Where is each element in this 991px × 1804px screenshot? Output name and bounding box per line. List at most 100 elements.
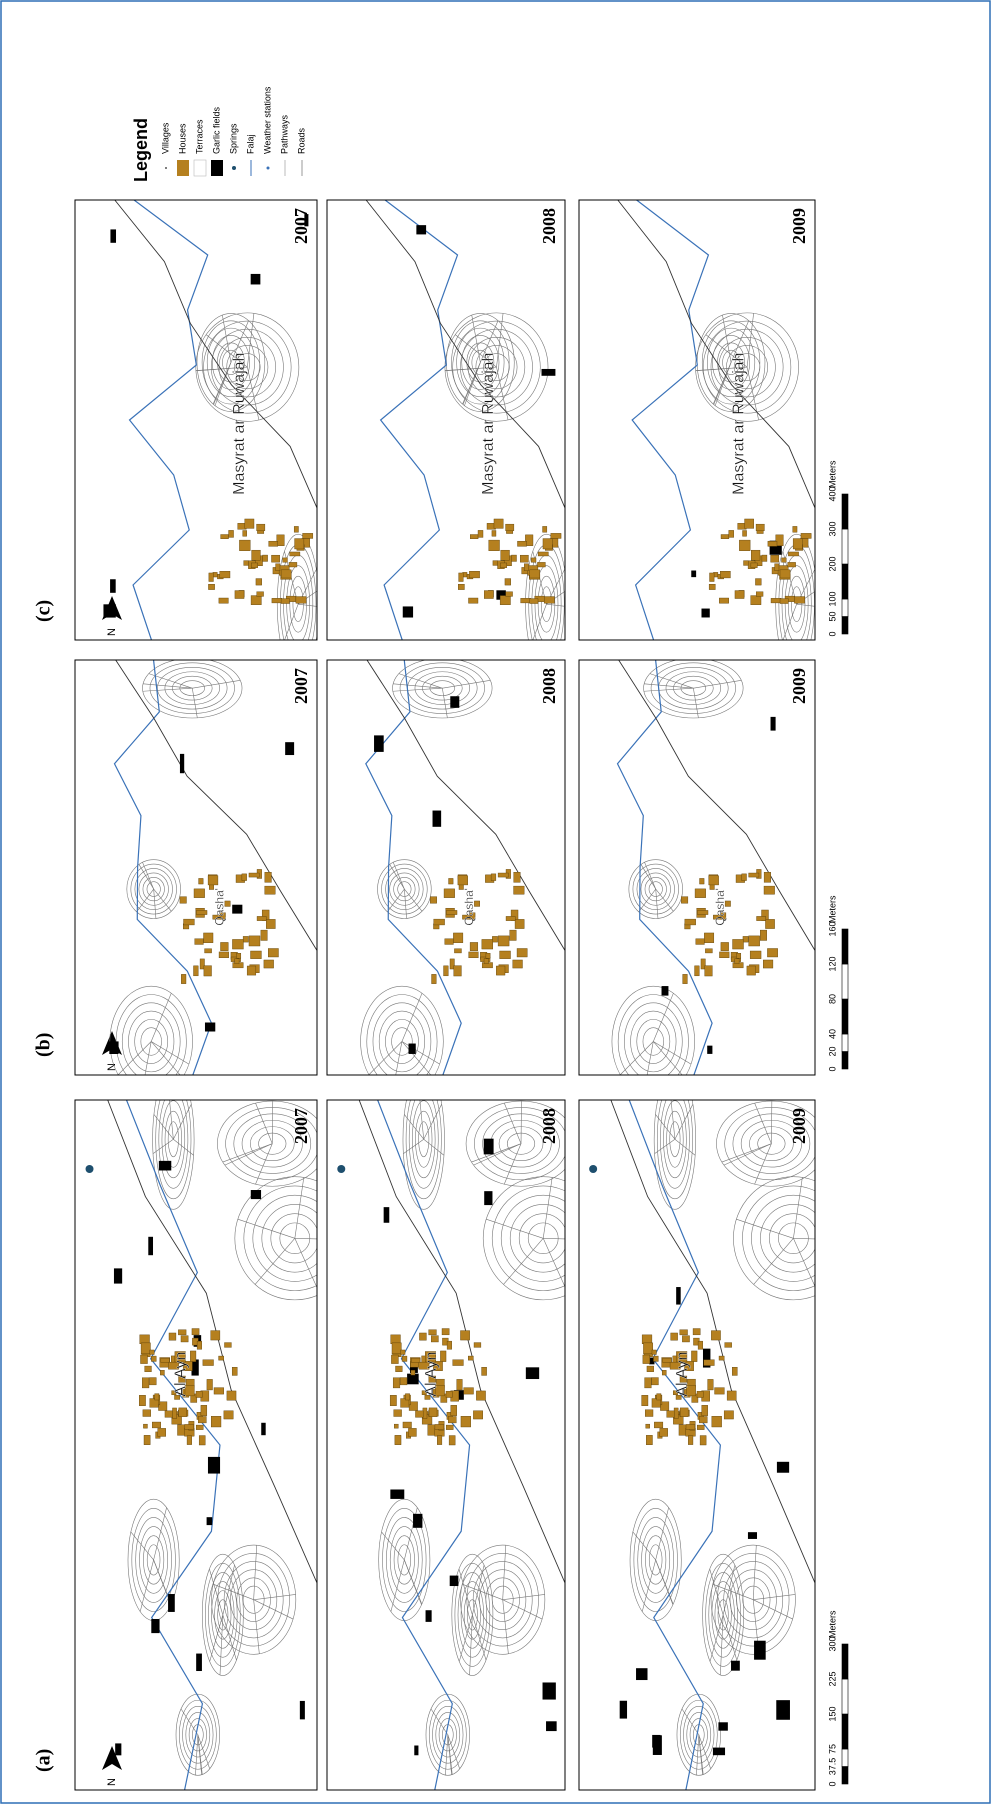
terrace xyxy=(389,872,420,906)
house xyxy=(431,974,437,984)
house xyxy=(410,1370,416,1376)
terrace xyxy=(527,1222,559,1254)
house xyxy=(746,965,756,976)
house xyxy=(659,1428,668,1437)
north-label: N xyxy=(106,1063,118,1071)
terrace xyxy=(392,660,493,719)
falaj xyxy=(631,200,710,640)
house xyxy=(143,1423,148,1429)
terrace xyxy=(173,1104,192,1140)
terrace xyxy=(503,1102,522,1144)
house xyxy=(468,951,479,959)
scale-segment xyxy=(841,598,849,617)
house xyxy=(544,596,555,604)
garlic-field xyxy=(432,810,442,827)
terrace xyxy=(203,320,292,414)
terrace xyxy=(381,863,428,915)
terrace xyxy=(270,1213,317,1264)
house xyxy=(453,932,464,943)
terrace xyxy=(175,1693,220,1776)
house xyxy=(443,888,455,898)
house xyxy=(646,1435,653,1445)
house xyxy=(394,1435,402,1445)
garlic-field xyxy=(701,608,710,618)
terrace xyxy=(636,868,675,910)
garlic-field xyxy=(636,1668,648,1681)
terrace xyxy=(236,1577,271,1622)
house xyxy=(419,1332,427,1341)
terrace xyxy=(736,1218,794,1239)
house xyxy=(699,1435,707,1446)
terrace xyxy=(644,877,667,902)
house xyxy=(200,1405,208,1416)
scale-segment xyxy=(841,1678,849,1715)
terrace xyxy=(237,1218,295,1239)
terrace xyxy=(666,1110,684,1168)
house xyxy=(157,1428,166,1437)
house xyxy=(656,1393,662,1401)
terrace xyxy=(681,1708,700,1735)
house xyxy=(751,549,761,561)
scale-segment xyxy=(841,1766,849,1785)
scale-segment xyxy=(841,998,849,1035)
garlic-field xyxy=(232,904,243,914)
terrace xyxy=(399,662,485,714)
terrace xyxy=(142,862,154,890)
house xyxy=(400,1398,410,1408)
house xyxy=(743,560,749,566)
village-name: Al Ayn xyxy=(674,1352,691,1397)
house xyxy=(195,1391,203,1398)
house xyxy=(542,526,548,533)
road xyxy=(358,1100,565,1584)
house xyxy=(220,942,229,951)
house xyxy=(143,1435,151,1445)
house xyxy=(302,533,314,539)
house xyxy=(761,554,768,562)
year-label: 2007 xyxy=(291,208,311,244)
house xyxy=(454,948,462,954)
house xyxy=(692,1328,701,1336)
house xyxy=(770,554,780,563)
house xyxy=(226,1390,237,1401)
house xyxy=(220,534,229,539)
terrace xyxy=(722,1565,736,1615)
terrace xyxy=(442,688,448,718)
house xyxy=(139,1395,146,1406)
house xyxy=(444,938,454,945)
terrace xyxy=(205,1563,241,1667)
house xyxy=(428,1375,436,1383)
terrace xyxy=(372,1002,432,1075)
terrace xyxy=(486,1218,544,1239)
terrace xyxy=(211,1544,297,1655)
legend-item xyxy=(165,167,167,169)
terrace xyxy=(710,328,784,406)
house xyxy=(140,1354,148,1364)
terrace xyxy=(642,1027,664,1056)
landscape-figure: (a) N Al Ayn 2007 Al Ayn 2008 Al Ayn 2009 0 37.5 7… xyxy=(33,86,849,1791)
terrace xyxy=(393,683,443,689)
terrace xyxy=(638,888,656,913)
house xyxy=(415,1410,424,1418)
terrace xyxy=(209,1614,224,1662)
terrace xyxy=(128,1010,175,1073)
garlic-field xyxy=(413,1513,423,1528)
house xyxy=(474,900,480,907)
house xyxy=(492,560,498,566)
terrace xyxy=(242,1585,265,1614)
terrace xyxy=(683,1706,715,1764)
terrace xyxy=(641,1526,671,1594)
house xyxy=(703,1359,715,1366)
terrace xyxy=(643,687,694,692)
house xyxy=(408,1428,417,1437)
house xyxy=(248,872,260,878)
terrace xyxy=(537,575,556,633)
terrace xyxy=(366,994,438,1075)
house xyxy=(255,578,262,586)
terrace xyxy=(415,1110,433,1168)
legend-item xyxy=(266,166,270,170)
house xyxy=(394,1423,399,1429)
house xyxy=(700,958,706,970)
house xyxy=(204,948,212,954)
legend-symbol xyxy=(165,167,167,169)
